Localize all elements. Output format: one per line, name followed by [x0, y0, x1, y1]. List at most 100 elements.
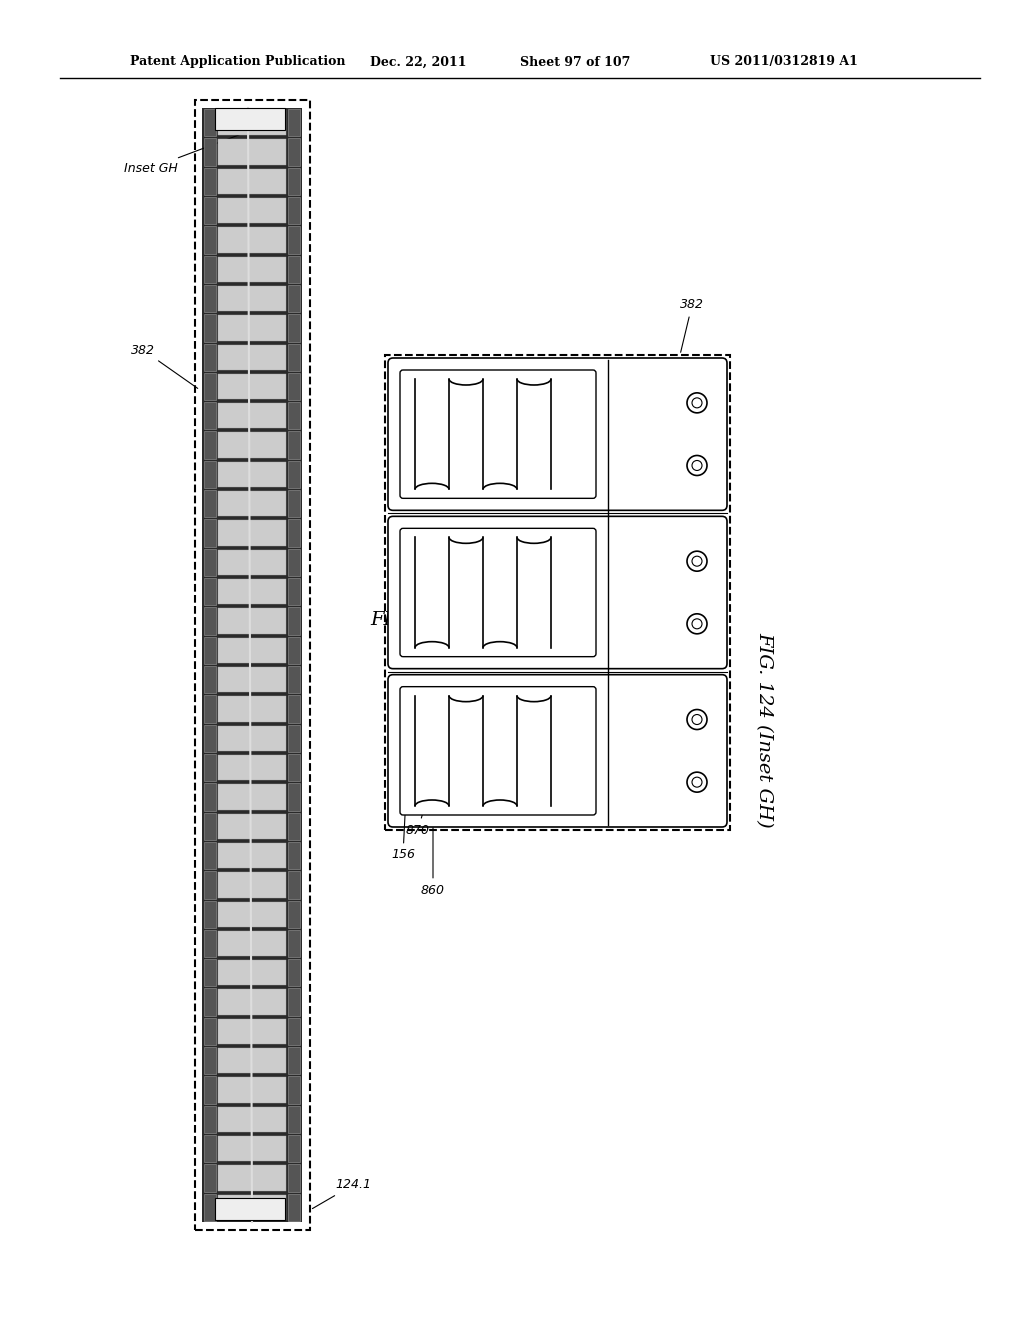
Bar: [218, 931, 286, 956]
Circle shape: [692, 619, 702, 628]
Circle shape: [692, 777, 702, 787]
Bar: [288, 110, 300, 136]
Bar: [288, 725, 300, 752]
Bar: [218, 784, 286, 809]
Text: 382: 382: [131, 343, 198, 388]
Circle shape: [692, 461, 702, 470]
Bar: [218, 990, 286, 1015]
Bar: [288, 520, 300, 546]
Bar: [204, 520, 216, 546]
Bar: [204, 256, 216, 282]
Text: 124.1: 124.1: [312, 1179, 371, 1209]
Bar: [204, 667, 216, 693]
Bar: [288, 226, 300, 253]
Bar: [288, 960, 300, 986]
Bar: [204, 1135, 216, 1163]
Bar: [218, 960, 286, 986]
Bar: [218, 579, 286, 605]
Bar: [288, 314, 300, 342]
Circle shape: [687, 393, 707, 413]
Bar: [204, 960, 216, 986]
Bar: [204, 1193, 216, 1221]
Bar: [218, 813, 286, 840]
Bar: [218, 256, 286, 282]
Bar: [204, 783, 216, 810]
Bar: [288, 490, 300, 517]
Bar: [195, 100, 310, 1230]
FancyBboxPatch shape: [400, 686, 596, 814]
Bar: [204, 725, 216, 752]
Bar: [204, 607, 216, 635]
Bar: [204, 226, 216, 253]
Bar: [288, 1018, 300, 1045]
Bar: [204, 1018, 216, 1045]
Bar: [204, 871, 216, 899]
Bar: [204, 754, 216, 781]
Bar: [288, 989, 300, 1016]
Bar: [204, 578, 216, 606]
Bar: [288, 403, 300, 429]
FancyBboxPatch shape: [400, 370, 596, 499]
Bar: [218, 873, 286, 898]
Bar: [218, 374, 286, 399]
Bar: [218, 1195, 286, 1220]
Text: FIG. 123 (Inset GG): FIG. 123 (Inset GG): [370, 611, 564, 630]
Bar: [288, 667, 300, 693]
Text: 156: 156: [391, 759, 415, 862]
Bar: [288, 636, 300, 664]
Bar: [218, 462, 286, 487]
Circle shape: [687, 710, 707, 730]
Bar: [204, 1106, 216, 1133]
Bar: [218, 198, 286, 223]
Bar: [288, 578, 300, 606]
Text: 860: 860: [421, 828, 445, 896]
Bar: [288, 783, 300, 810]
Bar: [204, 432, 216, 459]
Text: 382: 382: [680, 298, 705, 352]
Bar: [218, 1106, 286, 1133]
Bar: [204, 490, 216, 517]
Bar: [215, 108, 285, 129]
Bar: [215, 1199, 285, 1220]
Bar: [204, 842, 216, 869]
Text: Patent Application Publication: Patent Application Publication: [130, 55, 345, 69]
Bar: [218, 403, 286, 429]
Circle shape: [687, 552, 707, 572]
Text: Sheet 97 of 107: Sheet 97 of 107: [520, 55, 631, 69]
Bar: [204, 403, 216, 429]
Bar: [288, 929, 300, 957]
Bar: [218, 549, 286, 576]
Bar: [204, 168, 216, 195]
Bar: [288, 1076, 300, 1104]
Bar: [204, 343, 216, 371]
Bar: [218, 315, 286, 341]
Bar: [288, 168, 300, 195]
Bar: [218, 140, 286, 165]
Bar: [288, 197, 300, 224]
Bar: [204, 549, 216, 576]
Bar: [288, 1047, 300, 1074]
Bar: [218, 345, 286, 370]
Bar: [218, 491, 286, 516]
Bar: [204, 139, 216, 165]
Bar: [218, 110, 286, 136]
Bar: [218, 638, 286, 663]
Bar: [204, 813, 216, 840]
Bar: [204, 636, 216, 664]
Bar: [218, 286, 286, 312]
Bar: [218, 1077, 286, 1102]
Bar: [204, 696, 216, 722]
Bar: [218, 520, 286, 545]
Bar: [288, 1106, 300, 1133]
Bar: [204, 1076, 216, 1104]
Bar: [218, 902, 286, 927]
Bar: [218, 1166, 286, 1191]
Bar: [288, 343, 300, 371]
Bar: [288, 1164, 300, 1192]
Bar: [288, 139, 300, 165]
Text: Inset GH: Inset GH: [124, 131, 250, 174]
Bar: [288, 696, 300, 722]
Bar: [218, 1137, 286, 1162]
Bar: [218, 609, 286, 634]
Bar: [204, 461, 216, 488]
